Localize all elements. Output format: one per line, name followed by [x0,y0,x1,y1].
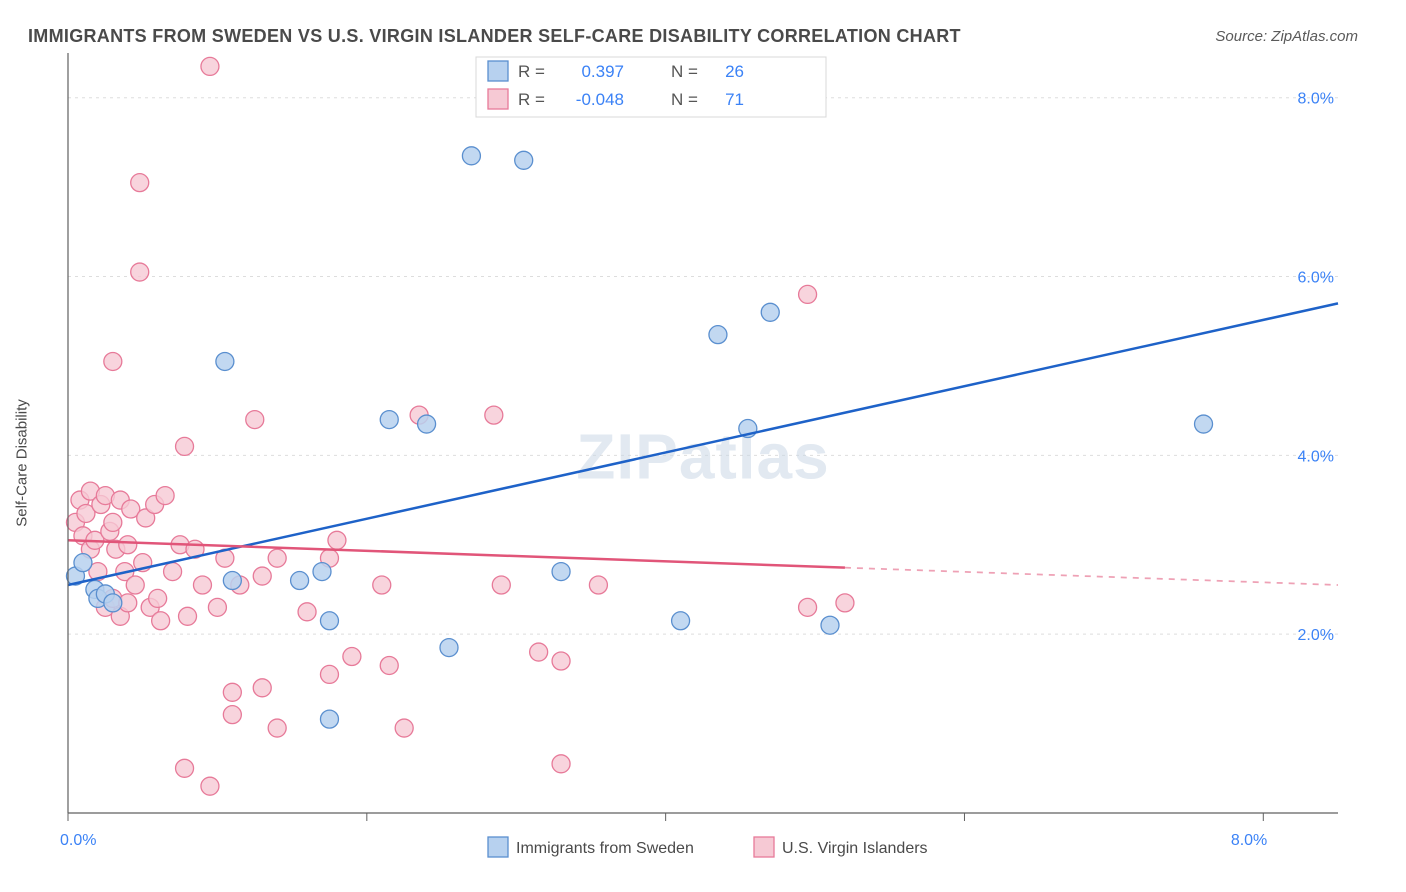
legend-bottom-swatch-sweden [488,837,508,857]
data-point-usvi [253,567,271,585]
data-point-usvi [193,576,211,594]
chart-title: IMMIGRANTS FROM SWEDEN VS U.S. VIRGIN IS… [28,26,961,47]
y-tick-label: 2.0% [1298,627,1334,644]
data-point-usvi [799,598,817,616]
data-point-usvi [343,648,361,666]
data-point-usvi [268,719,286,737]
data-point-usvi [246,411,264,429]
data-point-sweden [313,563,331,581]
data-point-sweden [462,147,480,165]
legend-n-value-sweden: 26 [725,62,744,81]
x-tick-label: 8.0% [1231,832,1267,849]
data-point-sweden [104,594,122,612]
data-point-sweden [223,572,241,590]
data-point-usvi [552,652,570,670]
data-point-usvi [164,563,182,581]
legend-bottom-label-sweden: Immigrants from Sweden [516,840,694,857]
data-point-usvi [268,549,286,567]
y-tick-label: 8.0% [1298,91,1334,108]
trend-line-usvi [68,540,845,567]
legend-r-value-sweden: 0.397 [581,62,624,81]
data-point-usvi [253,679,271,697]
data-point-sweden [515,151,533,169]
data-point-usvi [492,576,510,594]
y-tick-label: 6.0% [1298,270,1334,287]
data-point-sweden [418,415,436,433]
legend-r-label: R = [518,62,545,81]
data-point-usvi [126,576,144,594]
data-point-usvi [223,706,241,724]
data-point-usvi [373,576,391,594]
data-point-usvi [104,352,122,370]
legend-bottom-label-usvi: U.S. Virgin Islanders [782,840,928,857]
data-point-usvi [176,437,194,455]
trend-line-extrapolation-usvi [845,568,1338,585]
legend-n-label: N = [671,90,698,109]
data-point-sweden [74,554,92,572]
data-point-sweden [761,303,779,321]
data-point-usvi [320,665,338,683]
legend-n-value-usvi: 71 [725,90,744,109]
legend-n-label: N = [671,62,698,81]
correlation-scatter-chart: ZIPatlas 2.0% 4.0% 6.0% 8.0% 0.0% 8.0% R = 0.397… [28,53,1358,873]
data-point-sweden [320,710,338,728]
data-point-usvi [552,755,570,773]
data-point-usvi [589,576,607,594]
x-tick-label: 0.0% [60,832,96,849]
data-point-usvi [131,263,149,281]
data-point-sweden [552,563,570,581]
data-point-sweden [291,572,309,590]
data-point-usvi [152,612,170,630]
data-point-usvi [179,607,197,625]
data-point-sweden [1195,415,1213,433]
chart-container: Self-Care Disability ZIPatlas2.0%4.0%6.0… [28,53,1358,873]
trend-line-sweden [68,303,1338,585]
data-point-sweden [821,616,839,634]
data-point-sweden [380,411,398,429]
data-point-sweden [216,352,234,370]
data-point-usvi [149,589,167,607]
data-point-usvi [201,777,219,795]
data-point-usvi [395,719,413,737]
data-point-sweden [320,612,338,630]
legend-bottom-swatch-usvi [754,837,774,857]
y-axis-label: Self-Care Disability [14,399,31,527]
data-point-usvi [201,57,219,75]
data-point-usvi [208,598,226,616]
data-point-usvi [223,683,241,701]
data-point-usvi [156,487,174,505]
data-point-usvi [485,406,503,424]
data-point-usvi [836,594,854,612]
y-tick-label: 4.0% [1298,448,1334,465]
data-point-usvi [799,285,817,303]
legend-r-value-usvi: -0.048 [576,90,624,109]
data-point-usvi [298,603,316,621]
data-point-usvi [176,759,194,777]
data-point-sweden [672,612,690,630]
legend-swatch-sweden [488,61,508,81]
data-point-usvi [530,643,548,661]
data-point-usvi [104,513,122,531]
data-point-usvi [380,656,398,674]
data-point-sweden [440,639,458,657]
legend-swatch-usvi [488,89,508,109]
data-point-sweden [709,326,727,344]
source-attribution: Source: ZipAtlas.com [1215,28,1358,45]
legend-r-label: R = [518,90,545,109]
data-point-usvi [119,536,137,554]
data-point-usvi [328,531,346,549]
data-point-usvi [131,174,149,192]
watermark: ZIPatlas [576,421,829,493]
